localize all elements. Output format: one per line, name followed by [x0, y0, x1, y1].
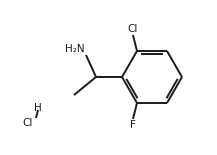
Text: H: H: [34, 103, 42, 113]
Text: Cl: Cl: [23, 118, 33, 128]
Text: H₂N: H₂N: [65, 44, 85, 54]
Text: F: F: [130, 120, 136, 130]
Text: Cl: Cl: [128, 24, 138, 34]
